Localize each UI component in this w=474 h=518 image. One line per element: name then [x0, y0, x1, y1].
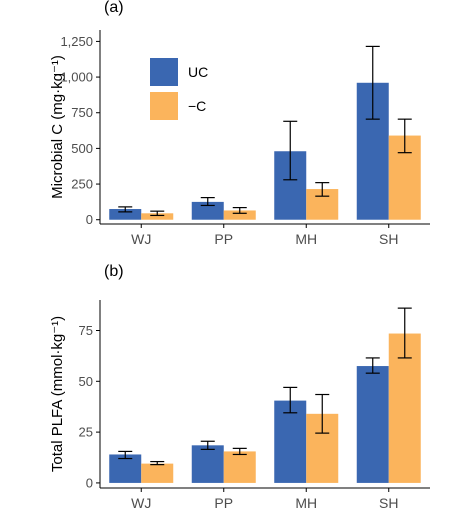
panel-a-x-tick-label: SH: [379, 231, 398, 247]
panel-b-x-tick-label: MH: [295, 495, 317, 511]
panel-a-x-tick-label: MH: [295, 231, 317, 247]
panel-b-x-tick-label: WJ: [131, 495, 151, 511]
panel-b-y-axis-label: Total PLFA (mmol·kg⁻¹): [49, 316, 66, 472]
panel-a-bar-uc-wj: [109, 209, 142, 220]
panel-a-bar-minus-pp: [223, 210, 256, 220]
panel-b-bar-uc-wj: [109, 454, 142, 483]
panel-a-y-tick-label: 500: [71, 141, 93, 156]
panel-a-y-tick-label: 250: [71, 177, 93, 192]
legend-swatch-minus: [150, 92, 178, 120]
legend-label-uc: UC: [188, 64, 208, 80]
panel-a-y-tick-label: 750: [71, 105, 93, 120]
panel-a-y-tick-label: 0: [86, 212, 93, 227]
panel-b-y-tick-label: 75: [79, 323, 93, 338]
panel-b-bar-uc-pp: [191, 445, 224, 483]
panel-b-bar-uc-sh: [356, 366, 389, 483]
panel-a-label: (a): [104, 0, 124, 16]
panel-a-x-tick-label: PP: [214, 231, 233, 247]
panel-a-y-axis-label: Microbial C (mg·kg⁻¹): [49, 55, 66, 199]
panel-b-bar-minus-wj: [141, 463, 174, 483]
panel-b-y-tick-label: 25: [79, 425, 93, 440]
panel-b-bar-minus-pp: [223, 451, 256, 483]
panel-a-y-tick-label: 1,000: [60, 70, 93, 85]
panel-a-x-tick-label: WJ: [131, 231, 151, 247]
panel-a-bar-uc-pp: [191, 201, 224, 220]
panel-b-bar-uc-mh: [274, 400, 307, 483]
panel-b-label: (b): [104, 263, 124, 280]
panel-b-x-tick-label: SH: [379, 495, 398, 511]
panel-a-bar-minus-wj: [141, 213, 174, 220]
panel-a-y-tick-label: 1,250: [60, 34, 93, 49]
legend-swatch-uc: [150, 58, 178, 86]
panel-b-x-tick-label: PP: [214, 495, 233, 511]
legend-label-minus: −C: [188, 98, 206, 114]
panel-b-y-tick-label: 0: [86, 475, 93, 490]
panel-b-y-tick-label: 50: [79, 374, 93, 389]
